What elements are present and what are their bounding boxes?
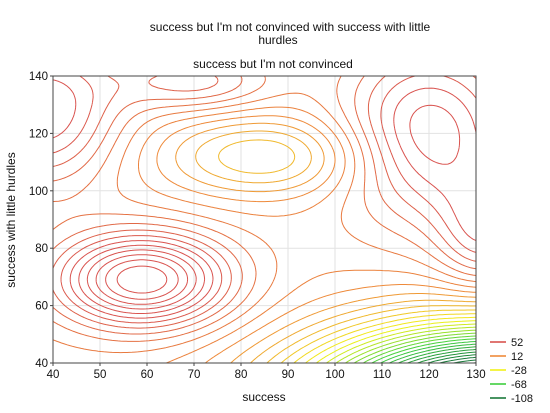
contour-line (95, 254, 189, 305)
y-axis-label: success with little hurdles (4, 152, 18, 287)
legend-label: 12 (511, 351, 523, 363)
x-axis-label: success (242, 390, 285, 404)
x-tick-labels: 40 50 60 70 80 90 100 110 120 130 (47, 369, 486, 381)
y-tick-label: 40 (35, 358, 48, 370)
contour-line (52, 75, 477, 324)
chart-title-line-1: success but I'm not convinced with succe… (150, 20, 431, 34)
y-tick-label: 60 (35, 301, 48, 313)
contour-line (86, 249, 197, 310)
y-tick-label: 80 (35, 243, 48, 255)
x-tick-label: 70 (188, 369, 201, 381)
contour-line (52, 79, 477, 319)
contour-line (371, 338, 477, 364)
x-tick-label: 90 (282, 369, 295, 381)
y-tick-labels: 40 60 80 100 120 140 (29, 71, 48, 370)
x-tick-label: 80 (235, 369, 248, 381)
contour-line (52, 75, 477, 342)
x-tick-label: 100 (325, 369, 344, 381)
legend-label: -108 (511, 393, 533, 405)
contour-line (105, 259, 179, 300)
contour-line (175, 122, 477, 364)
x-tick-label: 130 (466, 369, 485, 381)
x-tick-label: 120 (419, 369, 438, 381)
contour-line (52, 75, 477, 335)
chart-subtitle: success but I'm not convinced (193, 57, 353, 71)
contour-line (316, 320, 477, 364)
contour-line (195, 130, 476, 364)
contour-line (293, 313, 477, 364)
legend-label: 52 (511, 337, 523, 349)
contour-line (116, 265, 168, 294)
contour-line (52, 75, 477, 329)
x-tick-label: 40 (47, 369, 60, 381)
y-tick-label: 120 (29, 128, 48, 140)
x-tick-label: 60 (141, 369, 154, 381)
y-tick-label: 140 (29, 71, 48, 83)
contour-line (380, 341, 477, 364)
legend-label: -68 (511, 379, 527, 391)
contour-line (156, 115, 477, 364)
legend: 52 12 -28 -68 -108 (490, 337, 533, 405)
plot-frame (52, 75, 477, 364)
x-tick-label: 110 (373, 369, 391, 381)
chart-title-line-2: hurdles (258, 33, 297, 47)
contour-line (78, 104, 461, 314)
x-tick-label: 50 (94, 369, 107, 381)
contour-line (52, 92, 477, 354)
legend-label: -28 (511, 365, 527, 377)
y-tick-label: 100 (29, 186, 48, 198)
contour-line (335, 326, 477, 364)
